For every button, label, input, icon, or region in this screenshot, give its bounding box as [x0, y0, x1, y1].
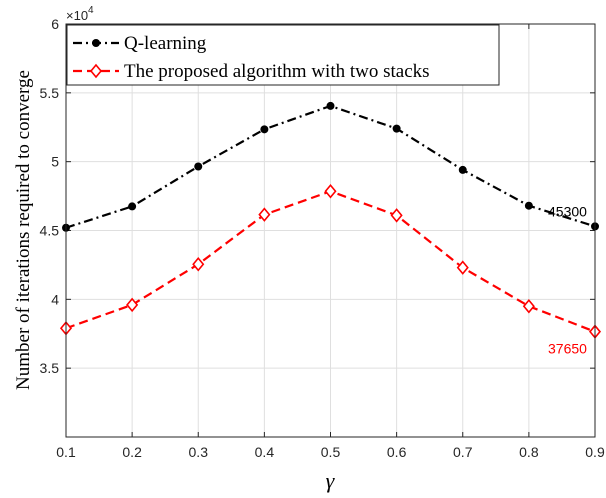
x-tick-label: 0.7 — [453, 444, 473, 460]
y-exponent-power: 4 — [88, 5, 94, 16]
annotation-layer: 45300 37650 — [548, 203, 587, 356]
data-point — [326, 101, 335, 110]
data-point — [390, 208, 403, 223]
y-axis-title: Number of iterations required to converg… — [13, 70, 34, 390]
y-tick-label: 4.5 — [40, 223, 60, 239]
x-tick-label: 0.8 — [519, 444, 539, 460]
y-tick-label: 5.5 — [40, 85, 60, 101]
data-point — [260, 125, 269, 134]
data-point — [524, 201, 533, 210]
x-tick-label: 0.9 — [585, 444, 605, 460]
grid-layer — [65, 23, 596, 437]
data-annotation: 45300 — [548, 203, 587, 219]
x-tick-label: 0.6 — [387, 444, 407, 460]
data-point — [194, 162, 203, 171]
data-point — [126, 297, 139, 313]
y-tick-label: 5 — [51, 154, 59, 170]
data-point — [192, 256, 205, 272]
legend-label-proposed: The proposed algorithm with two stacks — [124, 61, 430, 82]
legend: Q-learning The proposed algorithm with t… — [66, 24, 500, 86]
x-tick-label: 0.3 — [189, 444, 209, 460]
series-layer — [59, 101, 602, 339]
data-point — [458, 165, 467, 174]
legend-box — [66, 24, 500, 86]
y-tick-label: 4 — [51, 291, 59, 307]
data-point — [522, 298, 535, 314]
y-tick-label: 6 — [51, 16, 59, 32]
data-point — [128, 202, 137, 211]
legend-marker-proposed — [89, 63, 103, 79]
plot-frame — [65, 23, 596, 438]
data-annotation: 37650 — [548, 341, 587, 357]
x-tick-label: 0.4 — [255, 444, 275, 460]
tick-layer: 0.1 0.2 0.3 0.4 0.5 0.6 0.7 0.8 0.9 3.5 4 4.5 5 5.5 6 — [40, 16, 605, 460]
data-point — [324, 184, 337, 199]
x-tick-label: 0.2 — [122, 444, 142, 460]
x-tick-label: 0.1 — [56, 444, 76, 460]
data-point — [392, 124, 401, 133]
y-exponent-label: ×10 — [66, 8, 88, 23]
x-tick-label: 0.5 — [321, 444, 341, 460]
legend-label-q-learning: Q-learning — [124, 33, 207, 54]
x-axis-title: γ — [326, 468, 336, 493]
legend-marker-q-learning — [92, 39, 100, 47]
y-tick-label: 3.5 — [40, 360, 60, 376]
data-point — [456, 260, 469, 275]
data-point — [258, 207, 271, 222]
